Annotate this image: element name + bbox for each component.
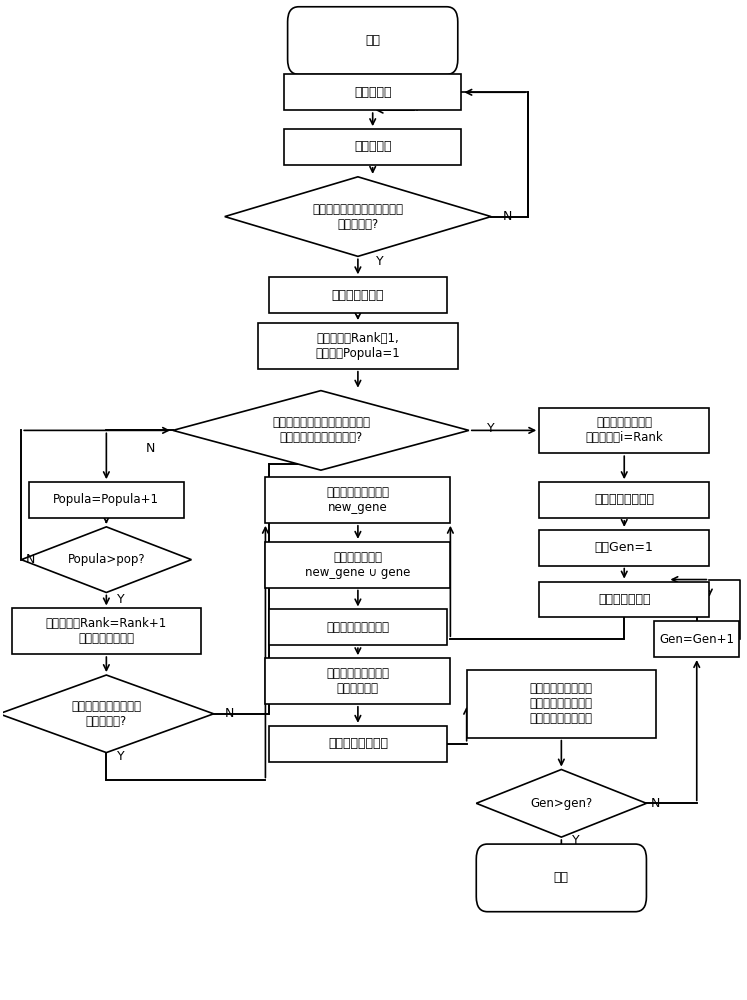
Bar: [539, 530, 710, 566]
Text: 结束: 结束: [554, 871, 569, 884]
Bar: [539, 582, 710, 617]
Bar: [28, 482, 184, 518]
Text: Y: Y: [117, 750, 125, 763]
Bar: [539, 482, 710, 518]
Text: N: N: [503, 210, 512, 223]
Text: 开始: 开始: [365, 34, 380, 47]
Polygon shape: [21, 527, 191, 592]
Bar: [265, 542, 450, 588]
Bar: [654, 621, 740, 657]
Text: Gen=Gen+1: Gen=Gen+1: [660, 633, 734, 646]
Text: 轮赛制选择父代: 轮赛制选择父代: [598, 593, 651, 606]
Text: N: N: [26, 553, 36, 566]
Text: 计算个体拥挤距离: 计算个体拥挤距离: [328, 737, 388, 750]
Text: 种群初始化: 种群初始化: [354, 140, 391, 153]
Polygon shape: [173, 391, 469, 470]
Text: N: N: [651, 797, 660, 810]
Text: 求解目标函数值: 求解目标函数值: [332, 289, 384, 302]
Bar: [269, 277, 447, 313]
Text: 根据目标函数进行快
速非支配排序: 根据目标函数进行快 速非支配排序: [326, 667, 389, 695]
Bar: [12, 608, 201, 654]
Text: 计算个体拥挤距离: 计算个体拥挤距离: [595, 493, 654, 506]
Bar: [284, 74, 462, 110]
Polygon shape: [477, 769, 646, 837]
Text: Popula>pop?: Popula>pop?: [67, 553, 145, 566]
Text: 求解新种群目标函数: 求解新种群目标函数: [326, 621, 389, 634]
FancyBboxPatch shape: [288, 7, 458, 74]
Text: 比较非支配排序和个
体拥挤距离以保留满
足种群规模的新种群: 比较非支配排序和个 体拥挤距离以保留满 足种群规模的新种群: [530, 682, 593, 725]
Text: 种群全部个体按照非支
配排序分层?: 种群全部个体按照非支 配排序分层?: [72, 700, 141, 728]
Text: 子代与父代合并
new_gene ∪ gene: 子代与父代合并 new_gene ∪ gene: [306, 551, 411, 579]
Bar: [269, 609, 447, 645]
Polygon shape: [0, 675, 214, 753]
Bar: [467, 670, 656, 738]
Polygon shape: [225, 177, 491, 256]
Text: Y: Y: [117, 593, 125, 606]
Text: 该个体各目标函数值均小于或等
于其他它个体目标函数值?: 该个体各目标函数值均小于或等 于其他它个体目标函数值?: [272, 416, 370, 444]
Bar: [265, 658, 450, 704]
Bar: [539, 408, 710, 453]
Text: 是否达到种群规模且全部满足
充放电状态?: 是否达到种群规模且全部满足 充放电状态?: [312, 203, 403, 231]
Text: 支配序标志Rank置1,
个体计数Popula=1: 支配序标志Rank置1, 个体计数Popula=1: [315, 332, 400, 360]
Text: 支配序标志Rank=Rank+1
求下一支配序个体: 支配序标志Rank=Rank+1 求下一支配序个体: [46, 617, 167, 645]
Bar: [258, 323, 458, 369]
Text: 该个体位于最优前
端，支配序i=Rank: 该个体位于最优前 端，支配序i=Rank: [586, 416, 663, 444]
Text: N: N: [225, 707, 235, 720]
Text: 代数Gen=1: 代数Gen=1: [595, 541, 654, 554]
Text: N: N: [146, 442, 155, 455]
Text: Gen>gen?: Gen>gen?: [530, 797, 592, 810]
Bar: [265, 477, 450, 523]
Text: Popula=Popula+1: Popula=Popula+1: [53, 493, 159, 506]
Text: 初始化参数: 初始化参数: [354, 86, 391, 99]
FancyBboxPatch shape: [477, 844, 646, 912]
Text: Y: Y: [572, 834, 580, 847]
Text: 父代交叉、变异产生
new_gene: 父代交叉、变异产生 new_gene: [326, 486, 389, 514]
Bar: [284, 129, 462, 165]
Bar: [269, 726, 447, 762]
Text: Y: Y: [487, 422, 495, 435]
Text: Y: Y: [376, 255, 384, 268]
